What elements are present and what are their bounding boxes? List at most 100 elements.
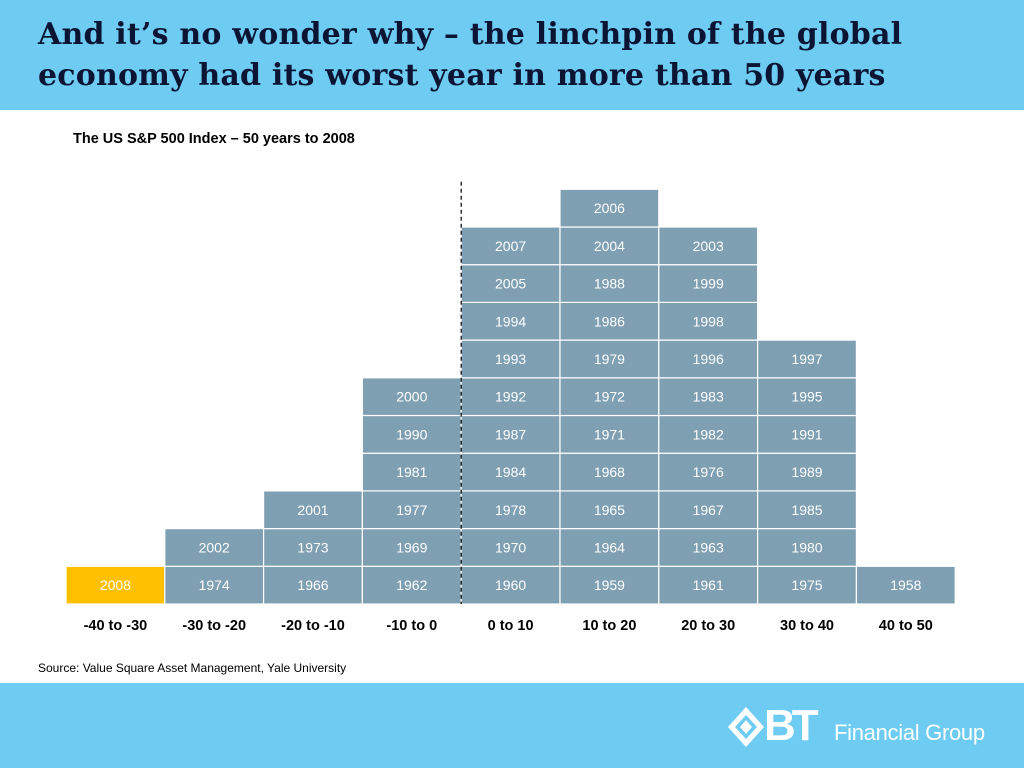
category-label: 10 to 20 — [582, 618, 636, 634]
year-cell — [559, 339, 660, 379]
year-label: 1965 — [594, 502, 625, 518]
year-label: 2003 — [693, 238, 724, 254]
year-label: 1959 — [594, 577, 625, 593]
year-histogram-chart: 2008 1974 2002 1966 1973 2001 1962 1969 1977 1981… — [65, 181, 956, 634]
year-cell — [658, 377, 759, 417]
category-label: 30 to 40 — [780, 618, 834, 634]
year-cell — [361, 377, 462, 417]
year-cell — [361, 490, 462, 530]
year-cell — [658, 490, 759, 530]
year-label: 2007 — [495, 238, 526, 254]
year-label: 2004 — [594, 238, 625, 254]
year-label: 1974 — [199, 577, 230, 593]
year-cell — [460, 452, 561, 492]
year-label: 1979 — [594, 351, 625, 367]
year-cell — [756, 452, 857, 492]
year-cell — [658, 226, 759, 266]
year-label: 1982 — [693, 426, 724, 442]
year-label: 1980 — [791, 539, 822, 555]
year-cell — [658, 264, 759, 304]
year-cell — [460, 301, 561, 341]
year-label: 2005 — [495, 276, 526, 292]
year-label: 1960 — [495, 577, 526, 593]
year-label: 1985 — [791, 502, 822, 518]
year-label: 1972 — [594, 389, 625, 405]
year-label: 1994 — [495, 313, 526, 329]
year-cell — [658, 452, 759, 492]
year-cell — [756, 377, 857, 417]
year-cell — [658, 414, 759, 454]
year-label: 1984 — [495, 464, 526, 480]
year-label: 1958 — [890, 577, 921, 593]
year-cell — [263, 527, 364, 567]
source-note: Source: Value Square Asset Management, Y… — [38, 661, 347, 675]
year-cell — [460, 490, 561, 530]
chart-title: The US S&P 500 Index – 50 years to 2008 — [73, 131, 355, 147]
year-label: 2002 — [199, 539, 230, 555]
year-cell — [263, 490, 364, 530]
year-cell — [164, 565, 265, 605]
year-cell — [559, 490, 660, 530]
header-band — [0, 0, 1024, 110]
year-label: 1996 — [693, 351, 724, 367]
category-label: -30 to -20 — [182, 618, 246, 634]
year-cell — [855, 565, 956, 605]
year-label: 1976 — [693, 464, 724, 480]
year-label: 1961 — [693, 577, 724, 593]
year-label: 1981 — [396, 464, 427, 480]
year-cell — [460, 377, 561, 417]
year-label: 2001 — [297, 502, 328, 518]
year-label: 1990 — [396, 426, 427, 442]
year-label: 1989 — [791, 464, 822, 480]
year-label: 1992 — [495, 389, 526, 405]
year-cell — [658, 339, 759, 379]
logo-mark: BT — [764, 701, 819, 750]
year-label: 1999 — [693, 276, 724, 292]
category-label: 40 to 50 — [879, 618, 933, 634]
year-label: 1986 — [594, 313, 625, 329]
category-label: 0 to 10 — [488, 618, 534, 634]
year-label: 1978 — [495, 502, 526, 518]
category-label: -10 to 0 — [386, 618, 437, 634]
year-label: 1964 — [594, 539, 625, 555]
year-label: 1969 — [396, 539, 427, 555]
year-cell — [361, 452, 462, 492]
year-cell — [756, 414, 857, 454]
year-cell — [658, 301, 759, 341]
year-label: 1962 — [396, 577, 427, 593]
year-label: 2008 — [100, 577, 131, 593]
slide-title: And it’s no wonder why – the linchpin of… — [38, 17, 903, 93]
year-cell — [559, 264, 660, 304]
logo-text: Financial Group — [834, 720, 985, 745]
year-label: 1991 — [791, 426, 822, 442]
year-cell — [460, 565, 561, 605]
year-cell — [460, 226, 561, 266]
year-cell — [756, 490, 857, 530]
year-label: 1987 — [495, 426, 526, 442]
category-label: -40 to -30 — [84, 618, 148, 634]
year-label: 1977 — [396, 502, 427, 518]
year-label: 1963 — [693, 539, 724, 555]
bt-financial-group-logo: BT Financial Group — [728, 701, 1008, 750]
category-label: 20 to 30 — [681, 618, 735, 634]
category-label: -20 to -10 — [281, 618, 345, 634]
highlight-year-cell — [65, 565, 166, 605]
year-cell — [756, 565, 857, 605]
year-label: 1993 — [495, 351, 526, 367]
year-label: 1975 — [791, 577, 822, 593]
year-cell — [263, 565, 364, 605]
year-label: 1973 — [297, 539, 328, 555]
year-cell — [559, 188, 660, 228]
year-label: 1966 — [297, 577, 328, 593]
year-label: 1967 — [693, 502, 724, 518]
year-label: 1983 — [693, 389, 724, 405]
year-label: 1968 — [594, 464, 625, 480]
year-label: 1995 — [791, 389, 822, 405]
year-cell — [559, 527, 660, 567]
year-label: 1988 — [594, 276, 625, 292]
year-cell — [756, 339, 857, 379]
year-label: 1997 — [791, 351, 822, 367]
diamond-arrow-icon — [728, 707, 764, 747]
year-label: 2000 — [396, 389, 427, 405]
year-cell — [559, 301, 660, 341]
